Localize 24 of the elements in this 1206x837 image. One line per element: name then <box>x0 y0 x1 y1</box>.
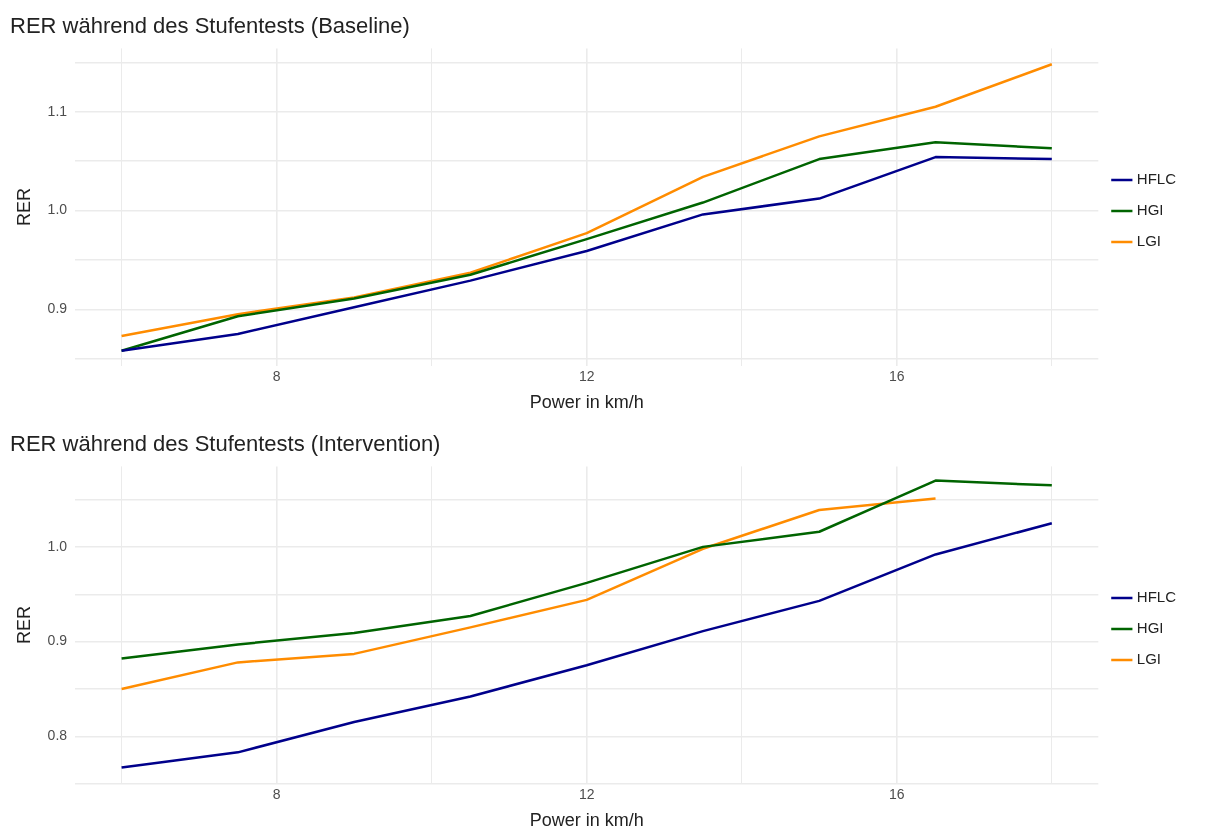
y-tick-label: 1.1 <box>47 102 68 119</box>
x-tick-label: 12 <box>578 785 595 802</box>
legend-label: HFLC <box>1136 170 1177 188</box>
legend-label: LGI <box>1136 232 1162 250</box>
legend-label: HGI <box>1136 201 1164 219</box>
chart-title: RER während des Stufentests (Intervention) <box>10 431 441 457</box>
x-axis-title: Power in km/h <box>529 392 644 413</box>
x-tick-label: 12 <box>578 367 595 384</box>
x-axis-title: Power in km/h <box>529 810 644 831</box>
y-tick-label: 0.9 <box>47 632 68 649</box>
y-axis-title: RER <box>13 187 34 227</box>
legend-label: HFLC <box>1136 588 1177 606</box>
chart-title: RER während des Stufentests (Baseline) <box>10 13 410 39</box>
legend-label: LGI <box>1136 650 1162 668</box>
x-tick-label: 8 <box>272 785 281 802</box>
x-tick-label: 16 <box>888 785 905 802</box>
x-tick-label: 16 <box>888 367 905 384</box>
y-axis-title: RER <box>13 605 34 645</box>
y-tick-label: 0.8 <box>47 727 68 744</box>
y-tick-label: 0.9 <box>47 300 68 317</box>
y-tick-label: 1.0 <box>47 537 68 554</box>
y-tick-label: 1.0 <box>47 201 68 218</box>
x-tick-label: 8 <box>272 367 281 384</box>
legend-label: HGI <box>1136 619 1164 637</box>
